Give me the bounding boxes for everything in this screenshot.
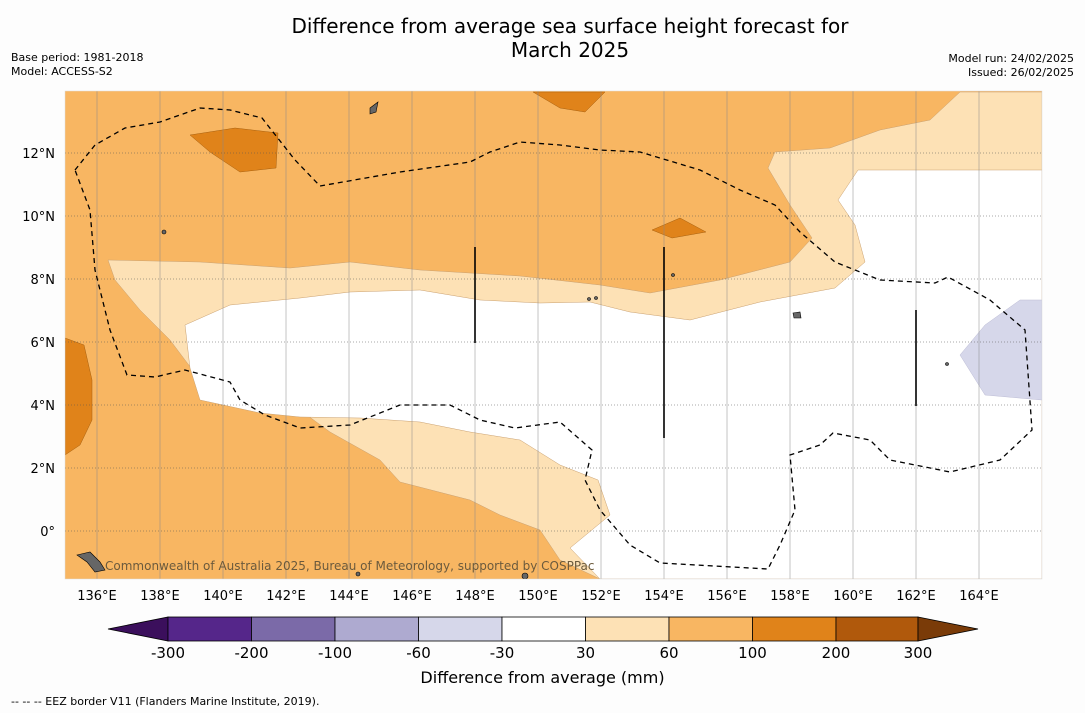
- colorbar-low-extend: [107, 616, 169, 642]
- islands: [76, 101, 949, 579]
- x-tick-152e: 152°E: [581, 589, 621, 604]
- x-tick-142e: 142°E: [266, 589, 306, 604]
- colorbar-title: Difference from average (mm): [420, 668, 665, 687]
- base-period: Base period: 1981-2018: [11, 51, 144, 64]
- x-tick-158e: 158°E: [770, 589, 810, 604]
- x-tick-146e: 146°E: [392, 589, 432, 604]
- colorbar-high-extend: [917, 616, 979, 642]
- map-frame: [64, 90, 1043, 580]
- y-tick-6n: 6°N: [31, 336, 56, 351]
- contour-100-200-c: [651, 217, 707, 239]
- x-tick-156e: 156°E: [707, 589, 747, 604]
- colorbar-bin-8: [752, 616, 837, 642]
- colorbar-ticks: -300 -200 -100 -60 -30 30 60 100 200 300: [151, 644, 932, 662]
- colorbar-bin-5: [501, 616, 586, 642]
- y-tick-10n: 10°N: [22, 210, 55, 225]
- x-tick-154e: 154°E: [644, 589, 684, 604]
- gridlines: [65, 152, 1042, 532]
- y-axis-labels: 12°N 10°N 8°N 6°N 4°N 2°N 0°: [22, 147, 55, 540]
- contour-minus30-minus60: [959, 299, 1042, 401]
- map-title: Difference from average sea surface heig…: [220, 14, 920, 62]
- colorbar-bin-7: [668, 616, 753, 642]
- x-tick-144e: 144°E: [329, 589, 369, 604]
- y-tick-12n: 12°N: [22, 147, 55, 162]
- cb-tick-minus60: -60: [406, 644, 431, 662]
- x-tick-162e: 162°E: [896, 589, 936, 604]
- cb-tick-200: 200: [822, 644, 851, 662]
- contour-100-200-d: [65, 337, 93, 456]
- map-area: Commonwealth of Australia 2025, Bureau o…: [65, 91, 1042, 579]
- x-tick-150e: 150°E: [518, 589, 558, 604]
- model-run: Model run: 24/02/2025: [948, 52, 1074, 65]
- colorbar-bin-9: [835, 616, 919, 642]
- y-tick-2n: 2°N: [31, 462, 56, 477]
- cb-tick-60: 60: [659, 644, 678, 662]
- colorbar: [107, 616, 979, 642]
- meta-right: Model run: 24/02/2025 Issued: 26/02/2025: [948, 52, 1074, 80]
- boundary-lines: [474, 247, 917, 438]
- cb-tick-minus100: -100: [318, 644, 352, 662]
- x-tick-140e: 140°E: [203, 589, 243, 604]
- credit-text: Commonwealth of Australia 2025, Bureau o…: [105, 559, 595, 573]
- meridians: [96, 91, 980, 579]
- y-tick-8n: 8°N: [31, 273, 56, 288]
- y-tick-0: 0°: [40, 525, 55, 540]
- cb-tick-minus30: -30: [490, 644, 515, 662]
- x-tick-160e: 160°E: [833, 589, 873, 604]
- title-line-1: Difference from average sea surface heig…: [291, 14, 849, 38]
- x-axis-labels: 136°E 138°E 140°E 142°E 144°E 146°E 148°…: [77, 589, 999, 604]
- colorbar-bin-6: [585, 616, 670, 642]
- x-tick-136e: 136°E: [77, 589, 117, 604]
- model-name: Model: ACCESS-S2: [11, 65, 113, 78]
- colorbar-bin-4: [418, 616, 503, 642]
- colorbar-bin-3: [334, 616, 419, 642]
- colorbar-bin-1: [167, 616, 252, 642]
- cb-tick-30: 30: [576, 644, 595, 662]
- cb-tick-100: 100: [738, 644, 767, 662]
- x-tick-138e: 138°E: [140, 589, 180, 604]
- cb-tick-minus200: -200: [234, 644, 268, 662]
- x-tick-148e: 148°E: [455, 589, 495, 604]
- contour-100-200-b: [532, 91, 606, 113]
- title-line-2: March 2025: [510, 38, 630, 62]
- y-tick-4n: 4°N: [31, 399, 56, 414]
- colorbar-bin-2: [251, 616, 336, 642]
- eez-legend-note: -- -- -- EEZ border V11 (Flanders Marine…: [11, 695, 320, 708]
- cb-tick-minus300: -300: [151, 644, 185, 662]
- x-tick-164e: 164°E: [959, 589, 999, 604]
- eez-border: [74, 107, 1033, 570]
- meta-left: Base period: 1981-2018 Model: ACCESS-S2: [11, 51, 143, 79]
- contour-100-200-a: [189, 127, 279, 173]
- cb-tick-300: 300: [904, 644, 933, 662]
- contour-neutral: [184, 169, 1042, 579]
- issued-date: Issued: 26/02/2025: [967, 66, 1074, 79]
